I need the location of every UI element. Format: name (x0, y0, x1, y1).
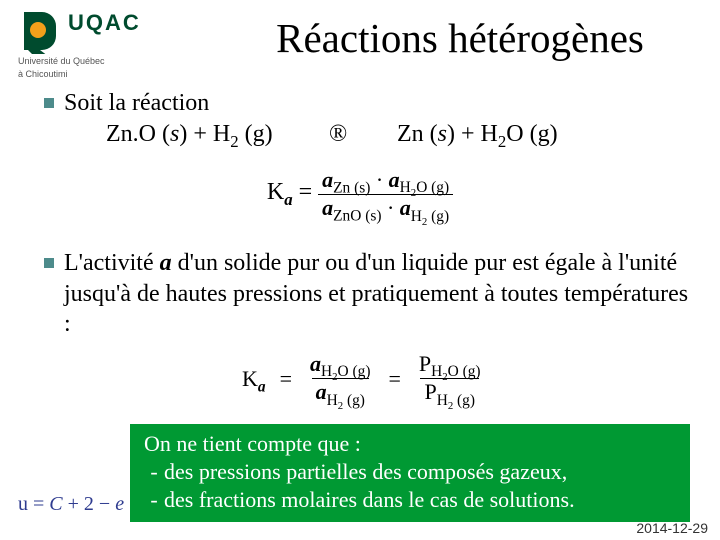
eq1-dot2: · (387, 195, 400, 220)
lhs-b: ) + H (179, 121, 230, 147)
reaction-equation: Zn.O (s) + H2 (g) ® Zn (s) + H2O (g) (106, 119, 558, 150)
eq1-h2-2: (g) (427, 208, 449, 225)
eq2d3: (g) (343, 392, 365, 409)
eq2Pd3: (g) (453, 392, 475, 409)
eq1-h2-1: H (411, 208, 422, 225)
bullet-2: L'activité a d'un solide pur ou d'un liq… (44, 248, 699, 340)
equation-ka-reduced: Ka = aH2O (g) aH2 (g) = PH2O (g) PH2 (g) (242, 352, 485, 406)
slide-title: Réactions hétérogènes (200, 14, 720, 62)
b2-a: a (160, 250, 172, 276)
rhs-a: Zn ( (397, 121, 438, 147)
lhs-c: (g) (239, 121, 273, 147)
rhs-s: s (438, 121, 447, 147)
eq2-eq2: = (388, 366, 400, 392)
feq-pre: u = (18, 493, 49, 515)
rhs-b: ) + H (447, 121, 498, 147)
eq1-dot1: · (376, 167, 389, 192)
eq1-den-a1: a (322, 195, 333, 220)
eq2-K: K (242, 366, 258, 391)
lhs-s: s (170, 121, 179, 147)
rhs-c: O (g) (506, 121, 557, 147)
eq2-num-a: a (310, 351, 321, 376)
feq-C: C (49, 493, 62, 515)
dash-icon: - (144, 458, 164, 486)
note-line2: des pressions partielles des composés ga… (164, 458, 567, 486)
lhs-sub: 2 (230, 132, 238, 151)
logo-acronym: UQAC (68, 12, 141, 34)
feq-mid: + 2 − (63, 493, 116, 515)
eq1-a: a (284, 189, 292, 208)
logo-sub2: à Chicoutimi (18, 69, 188, 80)
logo: UQAC Université du Québec à Chicoutimi (18, 10, 188, 80)
eq2P1: P (419, 351, 431, 376)
b2-t1: L'activité (64, 250, 160, 276)
rhs-sub: 2 (498, 132, 506, 151)
lhs-a: Zn.O ( (106, 121, 170, 147)
eq1-K: K (267, 179, 284, 205)
bullet-square-icon (44, 98, 54, 108)
eq2-eq1: = (280, 366, 292, 392)
eq1-num-a2: a (389, 167, 400, 192)
eq2-a: a (258, 378, 266, 395)
eq2d1: H (327, 392, 338, 409)
reaction-arrow-icon: ® (329, 119, 379, 150)
eq1-den-a2: a (400, 195, 411, 220)
eq1-den-zno: ZnO (s) (333, 208, 381, 225)
eq2P2: P (424, 379, 436, 404)
bullet-1: Soit la réaction Zn.O (s) + H2 (g) ® Zn … (44, 88, 684, 149)
bullet-square-icon (44, 258, 54, 268)
logo-sub1: Université du Québec (18, 56, 188, 67)
eq2-den-a: a (316, 379, 327, 404)
note-box: On ne tient compte que : -des pressions … (130, 424, 690, 522)
dash-icon: - (144, 486, 164, 514)
note-line3: des fractions molaires dans le cas de so… (164, 486, 575, 514)
eq1-eq: = (293, 179, 319, 205)
slide-date: 2014-12-29 (636, 520, 708, 536)
equation-ka-full: Ka = aZn (s) · aH2O (g) aZnO (s) · aH2 (… (0, 168, 720, 222)
eq2Pd1: H (437, 392, 448, 409)
note-line1: On ne tient compte que : (144, 430, 676, 458)
footer-formula: u = C + 2 − e (18, 493, 124, 516)
logo-mark-icon (18, 10, 62, 54)
eq1-num-a1: a (322, 167, 333, 192)
bullet1-lead: Soit la réaction (64, 88, 558, 119)
feq-tail: e (115, 493, 124, 515)
